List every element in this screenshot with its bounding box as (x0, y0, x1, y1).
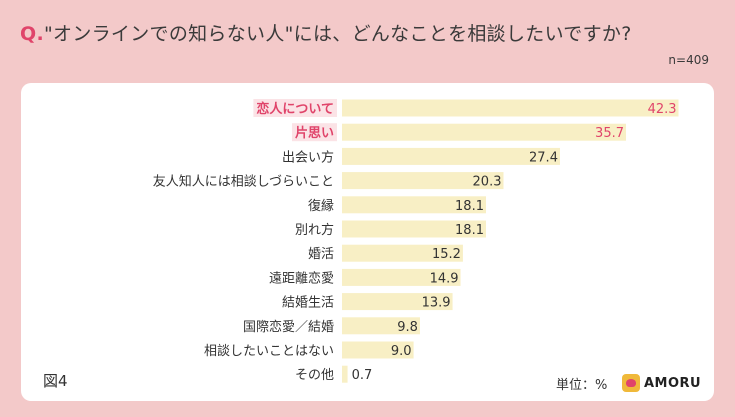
sample-size: n=409 (668, 53, 709, 67)
category-label: 婚活 (308, 247, 334, 262)
question-text: "オンラインでの知らない人"には、どんなことを相談したいですか? (43, 23, 632, 45)
value-label: 18.1 (455, 223, 484, 238)
category-highlight (253, 99, 337, 117)
category-label: 遠距離恋愛 (269, 270, 334, 286)
figure-label: 図4 (43, 372, 68, 390)
question-title: Q."オンラインでの知らない人"には、どんなことを相談したいですか? (20, 19, 632, 46)
value-label: 9.8 (397, 320, 418, 335)
bar (342, 365, 348, 383)
unit-label: 単位：% (556, 378, 608, 393)
bar (342, 99, 679, 117)
value-label: 0.7 (352, 368, 373, 383)
amoru-logo: AMORU (622, 372, 701, 394)
value-label: 20.3 (473, 175, 502, 190)
value-label: 42.3 (648, 102, 677, 117)
value-label: 18.1 (455, 199, 484, 214)
category-label: 復縁 (308, 198, 334, 214)
bar (342, 317, 420, 335)
value-label: 27.4 (529, 150, 558, 165)
bar (342, 123, 627, 141)
category-label: 別れ方 (295, 222, 334, 238)
category-label: 結婚生活 (282, 296, 334, 311)
bar (342, 293, 453, 311)
bar (342, 268, 461, 286)
category-label: 出会い方 (282, 149, 334, 165)
category-highlight (291, 123, 337, 142)
value-label: 35.7 (595, 126, 624, 141)
value-label: 9.0 (391, 344, 412, 359)
heart-logo-icon (622, 374, 640, 392)
category-label: 国際恋愛／結婚 (243, 319, 334, 335)
bar (342, 196, 486, 214)
category-label: 片思い (295, 125, 334, 141)
category-label: 恋人について (256, 101, 334, 117)
logo-text: AMORU (644, 375, 702, 391)
bar (342, 172, 504, 190)
value-label: 13.9 (422, 296, 451, 311)
category-label: その他 (295, 368, 334, 383)
value-label: 15.2 (432, 247, 461, 262)
category-label: 相談したいことはない (204, 343, 334, 359)
bar (342, 244, 463, 262)
value-label: 14.9 (430, 271, 459, 286)
category-label: 友人知人には相談しづらいこと (153, 174, 334, 190)
bar (342, 341, 414, 359)
question-prefix: Q. (20, 23, 44, 45)
bar (342, 220, 486, 238)
bar (342, 147, 560, 165)
